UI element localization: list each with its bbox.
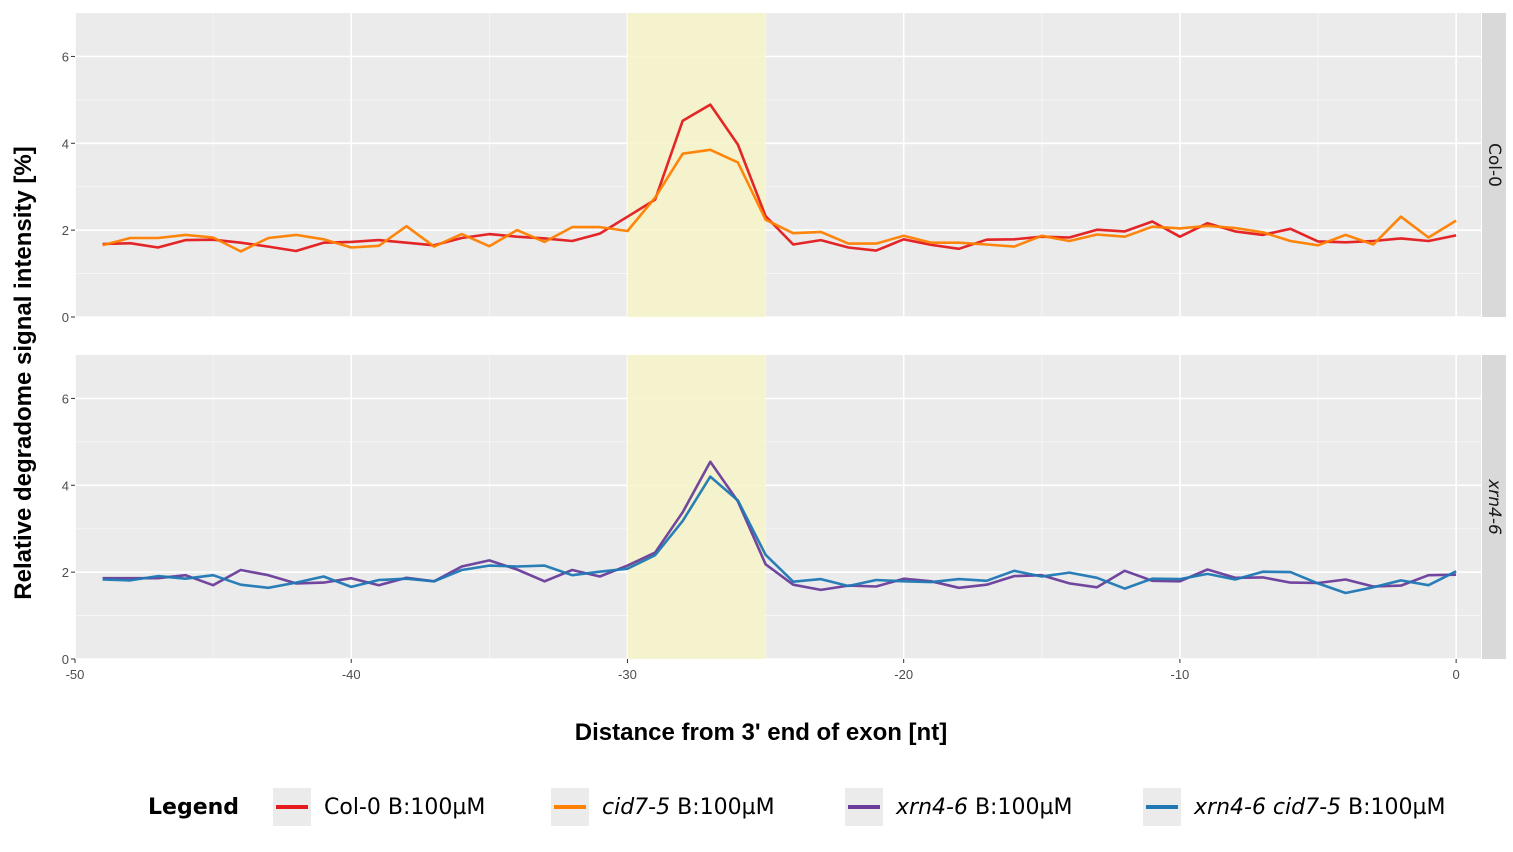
y-tick-label: 4 (62, 478, 69, 493)
legend-label-italic: xrn4-6 (895, 795, 968, 820)
chart-panels: 0 2 4 6 Col-0 0 2 4 6 xrn4-6 -50 -40 -30 -20 -10 0 (62, 13, 1506, 682)
legend-label: xrn4-6 B:100µM (895, 795, 1072, 820)
strip-background (1482, 355, 1506, 659)
series-line-col0 (102, 103, 1457, 253)
x-tick-label: -20 (894, 667, 913, 682)
strip-background (1482, 13, 1506, 317)
panel-1: 0 2 4 6 xrn4-6 -50 -40 -30 -20 -10 0 (62, 355, 1506, 682)
legend-entry-xrncid: xrn4-6 cid7-5 B:100µM (1143, 788, 1446, 826)
highlight-band (627, 355, 766, 659)
panel-0: 0 2 4 6 Col-0 (62, 13, 1506, 325)
x-axis-title: Distance from 3' end of exon [nt] (575, 719, 947, 746)
legend-title: Legend (148, 795, 239, 820)
legend-label: Col-0 B:100µM (324, 795, 485, 820)
legend-label-text: B:100µM (968, 795, 1072, 820)
y-axis-title: Relative degradome signal intensity [%] (10, 146, 37, 599)
y-tick-label: 2 (62, 565, 69, 580)
strip-label: Col-0 (1484, 143, 1504, 187)
legend-label: cid7-5 B:100µM (602, 795, 775, 820)
legend-label-italic: xrn4-6 cid7-5 (1193, 795, 1341, 820)
legend-label: xrn4-6 cid7-5 B:100µM (1193, 795, 1446, 820)
legend-label-italic: cid7-5 (602, 795, 670, 820)
x-tick-label: -10 (1171, 667, 1190, 682)
panel-background (75, 13, 1481, 317)
y-tick-label: 0 (62, 310, 69, 325)
y-tick-label: 6 (62, 49, 69, 64)
legend-label-text: B:100µM (670, 795, 774, 820)
legend: Legend Col-0 B:100µM cid7-5 B:100µM xrn4-6 … (148, 788, 1446, 826)
x-tick-label: -30 (618, 667, 637, 682)
x-tick-label: 0 (1453, 667, 1460, 682)
legend-entry-col0: Col-0 B:100µM (273, 788, 485, 826)
series-line-xrn4 (102, 460, 1457, 592)
x-tick-label: -50 (66, 667, 85, 682)
legend-label-text: Col-0 B:100µM (324, 795, 485, 820)
x-tick-label: -40 (342, 667, 361, 682)
y-tick-label: 6 (62, 391, 69, 406)
y-tick-label: 4 (62, 136, 69, 151)
highlight-band (627, 13, 766, 317)
series-line-xrncid (102, 475, 1457, 595)
panel-background (75, 355, 1481, 659)
series-line-cid7 (102, 148, 1457, 253)
y-tick-label: 0 (62, 652, 69, 667)
legend-entry-cid7: cid7-5 B:100µM (551, 788, 775, 826)
y-tick-label: 2 (62, 223, 69, 238)
legend-label-text: B:100µM (1341, 795, 1445, 820)
strip-label: xrn4-6 (1484, 478, 1504, 535)
legend-entry-xrn4: xrn4-6 B:100µM (845, 788, 1072, 826)
